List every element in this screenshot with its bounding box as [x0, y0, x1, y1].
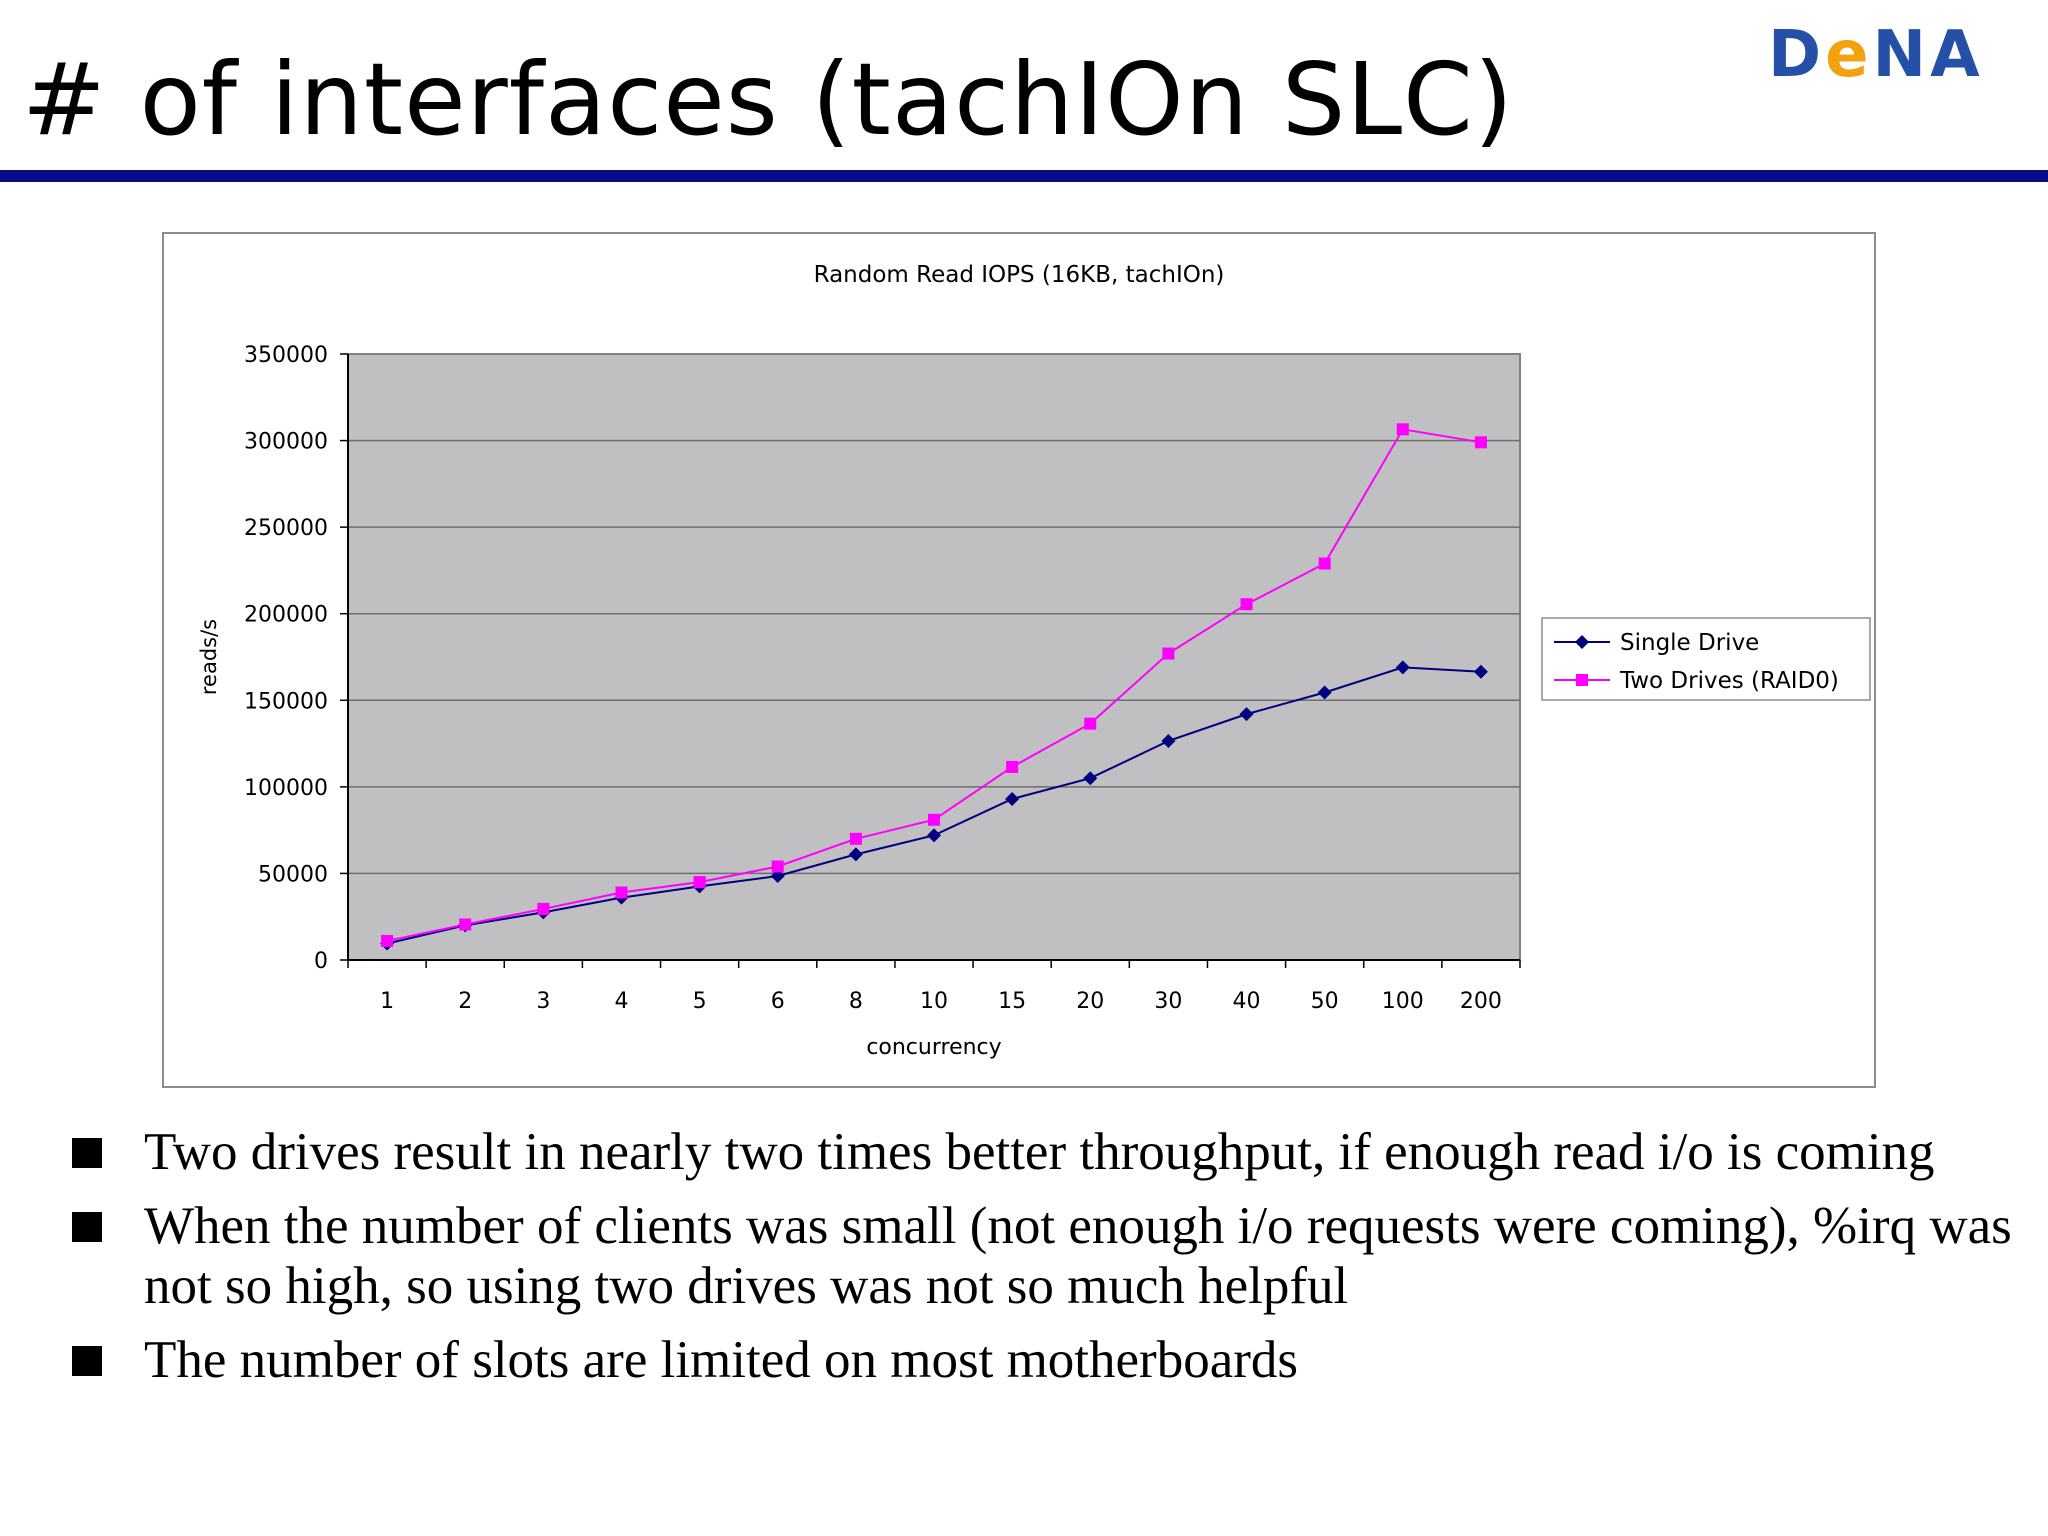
- y-tick-label: 150000: [244, 689, 328, 714]
- y-tick-label: 300000: [244, 430, 328, 455]
- two-drives-point: [537, 902, 550, 915]
- y-tick-label: 100000: [244, 776, 328, 801]
- bullet-text: When the number of clients was small (no…: [144, 1197, 2012, 1315]
- legend-marker-two-drives: [1576, 674, 1588, 686]
- square-bullet-icon: [72, 1212, 102, 1242]
- two-drives-point: [1240, 598, 1253, 611]
- two-drives-point: [1006, 760, 1019, 773]
- single-drive-point: [1395, 660, 1410, 675]
- x-tick-label: 200: [1460, 989, 1502, 1014]
- two-drives-point: [1318, 557, 1331, 570]
- single-drive-point: [1161, 733, 1176, 748]
- x-tick-label: 6: [771, 989, 785, 1014]
- legend-box: [1541, 617, 1871, 701]
- two-drives-point: [1396, 423, 1409, 436]
- single-drive-point: [1317, 685, 1332, 700]
- two-drives-point: [459, 918, 472, 931]
- two-drives-point: [849, 832, 862, 845]
- two-drives-point: [1084, 717, 1097, 730]
- single-drive-point: [848, 847, 863, 862]
- legend-label-single-drive: Single Drive: [1620, 630, 1759, 656]
- x-tick-label: 4: [614, 989, 628, 1014]
- x-tick-label: 100: [1382, 989, 1424, 1014]
- two-drives-point: [693, 876, 706, 889]
- single-drive-point: [1005, 791, 1020, 806]
- two-drives-point: [928, 813, 940, 826]
- two-drives-point: [1474, 436, 1487, 449]
- y-tick-label: 250000: [244, 516, 328, 541]
- title-divider: [0, 170, 2048, 182]
- y-tick-label: 200000: [244, 603, 328, 628]
- two-drives-point: [771, 860, 784, 873]
- square-bullet-icon: [72, 1138, 102, 1168]
- square-bullet-icon: [72, 1346, 102, 1376]
- x-tick-label: 10: [920, 989, 948, 1014]
- y-axis-label: reads/s: [197, 619, 221, 695]
- iops-line-chart: Random Read IOPS (16KB, tachIOn) 0 50000 10…: [197, 262, 1871, 1060]
- bullet-item: The number of slots are limited on most …: [70, 1330, 2030, 1390]
- x-tick-label: 20: [1076, 989, 1104, 1014]
- bullet-text: Two drives result in nearly two times be…: [144, 1123, 1935, 1181]
- single-drive-point: [927, 828, 941, 843]
- x-tick-label: 2: [458, 989, 472, 1014]
- two-drives-point: [615, 886, 628, 899]
- x-tick-label: 8: [849, 989, 863, 1014]
- legend-label-two-drives: Two Drives (RAID0): [1619, 668, 1839, 694]
- x-axis-label: concurrency: [866, 1035, 1001, 1060]
- chart-title: Random Read IOPS (16KB, tachIOn): [814, 262, 1225, 288]
- y-tick-label: 350000: [244, 343, 328, 368]
- slide-title: # of interfaces (tachIOn SLC): [22, 41, 1514, 158]
- two-drives-point: [381, 934, 394, 947]
- x-tick-label: 3: [536, 989, 550, 1014]
- x-tick-label: 30: [1154, 989, 1182, 1014]
- bullet-list: Two drives result in nearly two times be…: [70, 1122, 2030, 1404]
- dena-logo: DeNA: [1768, 18, 1984, 92]
- chart-frame: Random Read IOPS (16KB, tachIOn) 0 50000 10…: [162, 232, 1876, 1088]
- single-drive-point: [1473, 664, 1488, 679]
- x-tick-label: 1: [380, 989, 394, 1014]
- x-tick-label: 5: [693, 989, 707, 1014]
- x-tick-label: 15: [998, 989, 1026, 1014]
- y-tick-label: 50000: [258, 862, 328, 887]
- bullet-item: Two drives result in nearly two times be…: [70, 1122, 2030, 1182]
- legend-marker-single-drive: [1575, 635, 1589, 649]
- x-tick-label: 40: [1233, 989, 1261, 1014]
- single-drive-point: [1083, 771, 1098, 786]
- plot-area: [347, 353, 1521, 961]
- bullet-item: When the number of clients was small (no…: [70, 1196, 2030, 1316]
- y-tick-label: 0: [314, 949, 328, 974]
- single-drive-point: [1239, 707, 1254, 722]
- x-tick-label: 50: [1311, 989, 1339, 1014]
- two-drives-point: [1162, 647, 1175, 660]
- single-drive-point: [770, 869, 785, 884]
- bullet-text: The number of slots are limited on most …: [144, 1331, 1298, 1389]
